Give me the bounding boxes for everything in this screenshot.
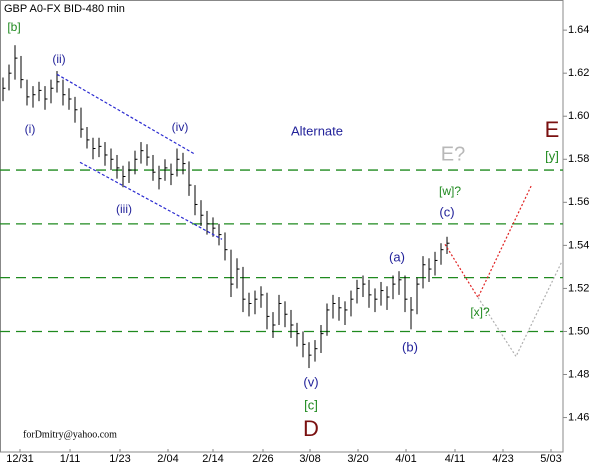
- x-tick-label: 12/31: [6, 453, 34, 465]
- x-tick-label: 2/14: [202, 453, 223, 465]
- y-tick-label: 1.46: [568, 411, 589, 423]
- y-tick-label: 1.56: [568, 196, 589, 208]
- wave-label: [w]?: [439, 184, 461, 198]
- y-tick-label: 1.64: [568, 24, 589, 36]
- x-tick-label: 4/23: [492, 453, 513, 465]
- x-tick-label: 3/20: [347, 453, 368, 465]
- wave-label: (iv): [172, 120, 189, 134]
- wave-label: (b): [402, 339, 418, 354]
- x-tick-label: 3/08: [299, 453, 320, 465]
- wave-label: (iii): [116, 202, 132, 216]
- wave-label: D: [303, 416, 319, 441]
- x-tick-label: 1/11: [60, 453, 81, 465]
- wave-label: forDmitry@yahoo.com: [23, 429, 117, 440]
- x-tick-label: 5/03: [540, 453, 561, 465]
- wave-label: E?: [441, 143, 465, 165]
- y-tick-label: 1.62: [568, 67, 589, 79]
- wave-label: (ii): [52, 52, 65, 66]
- wave-label: [b]: [7, 20, 20, 34]
- wave-label: Alternate: [291, 123, 343, 138]
- wave-label: [c]: [304, 397, 318, 412]
- wave-label: (i): [25, 122, 36, 136]
- x-tick-label: 4/11: [445, 453, 466, 465]
- wave-label: (c): [439, 204, 454, 219]
- x-tick-label: 1/23: [109, 453, 130, 465]
- wave-label: [y]: [545, 148, 559, 163]
- chart-title: GBP A0-FX BID-480 min: [4, 3, 125, 15]
- wave-label: [x]?: [470, 305, 490, 319]
- y-tick-label: 1.50: [568, 325, 589, 337]
- projection-line: [477, 261, 563, 358]
- plot-frame: [0, 0, 564, 453]
- wave-label: (a): [389, 249, 405, 264]
- wave-label: (v): [303, 374, 318, 389]
- projection-line: [444, 183, 533, 299]
- x-tick-label: 2/26: [252, 453, 273, 465]
- projection-line: [79, 161, 223, 240]
- y-tick-label: 1.60: [568, 110, 589, 122]
- y-tick-label: 1.54: [568, 239, 589, 251]
- y-tick-label: 1.52: [568, 282, 589, 294]
- y-tick-label: 1.58: [568, 153, 589, 165]
- x-tick-label: 2/04: [157, 453, 178, 465]
- wave-label: E: [545, 117, 560, 142]
- projection-line: [56, 73, 196, 155]
- y-tick-label: 1.48: [568, 368, 589, 380]
- x-tick-label: 4/01: [395, 453, 416, 465]
